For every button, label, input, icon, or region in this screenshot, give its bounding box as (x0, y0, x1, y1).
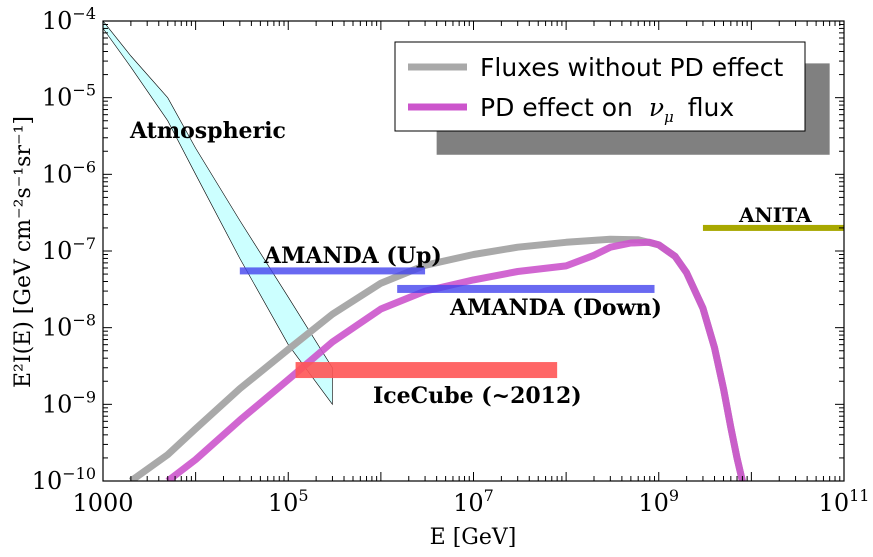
x-tick-label: 105 (268, 486, 309, 517)
series-line-pd (165, 238, 746, 481)
y-axis-label: E²I(E) [GeV cm⁻²s⁻¹sr⁻¹] (11, 116, 36, 388)
y-tick-label: 10−10 (32, 464, 96, 495)
icecube-label: IceCube (~2012) (373, 383, 582, 409)
atmospheric-label: Atmospheric (129, 118, 286, 144)
series-line-no-pd (128, 235, 746, 481)
y-tick-label: 10−6 (42, 157, 96, 188)
legend: Fluxes without PD effect PD effect on νμ… (394, 41, 806, 132)
amanda-down-label: AMANDA (Down) (449, 295, 662, 321)
y-tick-label: 10−8 (42, 311, 96, 342)
series-layer (128, 235, 746, 481)
x-tick-label: 1000 (72, 489, 133, 517)
y-tick-label: 10−9 (42, 387, 96, 418)
tick-label-layer: 1000 105 107 109 1011 10−10 10−9 10−8 10−7 10−6 10… (32, 4, 870, 517)
x-tick-label: 107 (453, 486, 494, 517)
x-tick-label: 109 (638, 486, 679, 517)
tick-layer (102, 20, 845, 482)
legend-label-no-pd: Fluxes without PD effect (480, 53, 783, 82)
x-axis-label: E [GeV] (430, 525, 517, 550)
band-layer (103, 21, 333, 406)
anita-label: ANITA (738, 203, 812, 227)
y-tick-label: 10−4 (42, 4, 96, 35)
anita-bar (702, 224, 844, 231)
icecube-bar (295, 362, 558, 379)
y-tick-label: 10−7 (42, 234, 96, 265)
amanda-down-bar (397, 284, 655, 293)
x-tick-label: 1011 (819, 486, 870, 517)
amanda-up-bar (239, 267, 426, 275)
y-tick-label: 10−5 (42, 81, 96, 112)
legend-box (394, 41, 806, 132)
legend-label-pd: PD effect on νμ flux (480, 93, 734, 126)
atmospheric-band (103, 21, 333, 406)
amanda-up-label: AMANDA (Up) (263, 243, 442, 269)
limit-layer (239, 224, 844, 379)
